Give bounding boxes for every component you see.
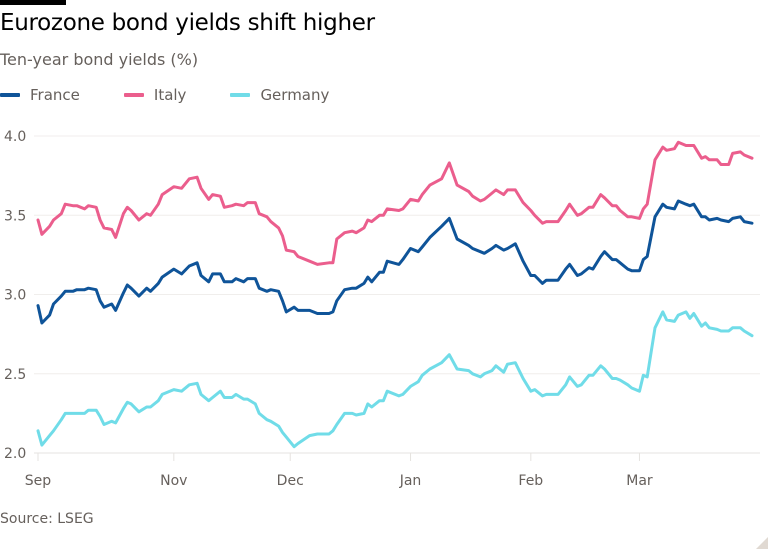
brand-bar bbox=[0, 0, 66, 5]
y-tick-label: 3.0 bbox=[4, 288, 26, 304]
chart-subtitle: Ten-year bond yields (%) bbox=[0, 50, 199, 69]
x-tick-label: Dec bbox=[277, 473, 304, 489]
legend-swatch-italy bbox=[123, 93, 144, 97]
series-line-france bbox=[36, 199, 754, 325]
series-line-italy bbox=[36, 140, 754, 266]
x-tick-label: Nov bbox=[160, 473, 187, 489]
legend-label-france: France bbox=[30, 86, 80, 104]
legend: France Italy Germany bbox=[0, 86, 373, 104]
legend-swatch-france bbox=[0, 93, 20, 97]
legend-item-italy: Italy bbox=[123, 86, 187, 104]
legend-label-italy: Italy bbox=[153, 86, 187, 104]
x-tick-label: Jan bbox=[399, 473, 422, 489]
y-tick-label: 2.5 bbox=[4, 367, 26, 383]
legend-item-germany: Germany bbox=[230, 86, 329, 104]
x-tick-label: Mar bbox=[626, 473, 653, 489]
resize-corner bbox=[756, 537, 768, 549]
x-tick-label: Sep bbox=[25, 473, 52, 489]
legend-label-germany: Germany bbox=[260, 86, 330, 104]
legend-swatch-germany bbox=[230, 93, 251, 97]
chart-title: Eurozone bond yields shift higher bbox=[0, 10, 375, 36]
y-tick-label: 4.0 bbox=[4, 129, 26, 145]
y-tick-label: 2.0 bbox=[4, 446, 26, 462]
series-line-germany bbox=[36, 310, 754, 449]
source-note: Source: LSEG bbox=[0, 511, 94, 527]
legend-item-france: France bbox=[0, 86, 80, 104]
x-tick-label: Feb bbox=[518, 473, 543, 489]
y-tick-label: 3.5 bbox=[4, 208, 26, 224]
